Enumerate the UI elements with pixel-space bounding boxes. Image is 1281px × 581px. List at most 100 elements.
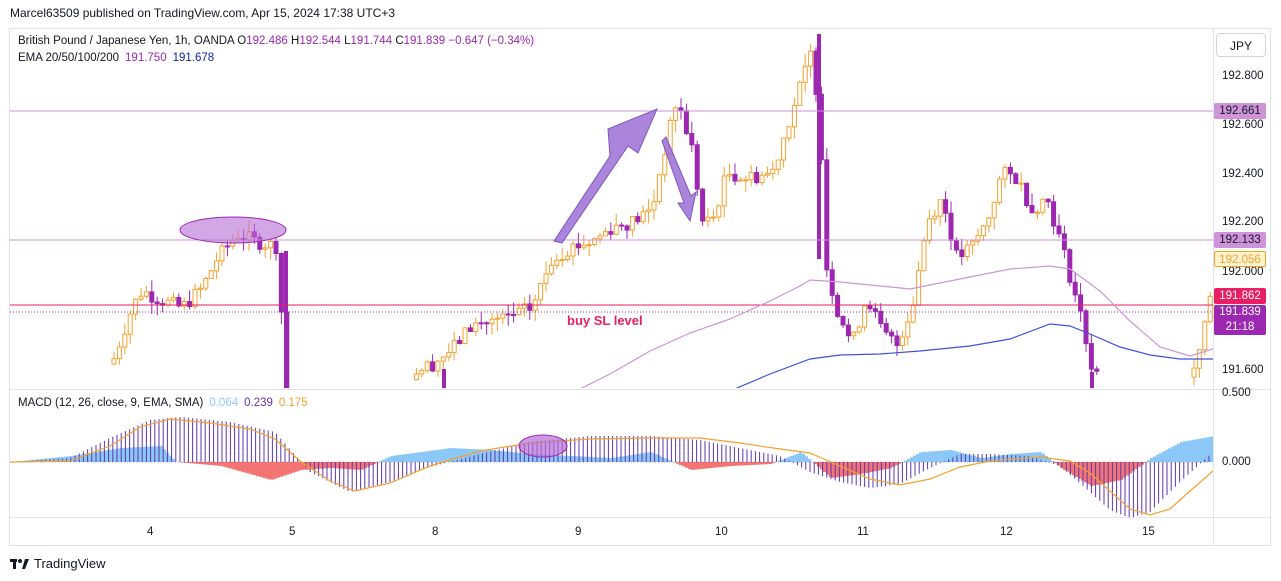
candle-body <box>905 321 911 338</box>
candle-body <box>424 361 430 372</box>
macd-histogram-bar <box>310 462 313 470</box>
candle-body <box>127 313 133 335</box>
candle-body <box>511 313 517 316</box>
macd-histogram-bar <box>652 452 655 462</box>
macd-histogram-bar <box>1207 437 1210 462</box>
candle-body <box>489 318 495 325</box>
macd-histogram-bar <box>1000 455 1003 462</box>
candle-body <box>262 247 268 250</box>
sl-price-tag: 191.862 <box>1214 288 1266 304</box>
macd-histogram-bar <box>400 454 403 462</box>
footer-brand[interactable]: TradingView <box>10 556 106 571</box>
candle-body <box>500 313 506 319</box>
candle-body <box>878 310 884 325</box>
candle-body <box>565 255 571 261</box>
macd-histogram-bar <box>1063 462 1066 470</box>
candle-body <box>570 243 576 257</box>
macd-histogram-bar <box>1012 453 1015 462</box>
macd-histogram-bar <box>172 458 175 462</box>
macd-histogram-bar <box>877 462 880 471</box>
macd-histogram-bar <box>235 462 238 471</box>
macd-histogram-bar <box>1171 446 1174 462</box>
macd-histogram-bar <box>547 454 550 462</box>
candle-body <box>743 179 749 182</box>
macd-histogram-bar <box>943 450 946 462</box>
candle-body <box>214 260 220 272</box>
macd-histogram-bar <box>925 451 928 462</box>
macd-legend[interactable]: MACD (12, 26, close, 9, EMA, SMA) 0.064 0.… <box>18 397 308 409</box>
macd-histogram-bar <box>1015 453 1018 462</box>
price-tick: 192.400 <box>1222 168 1264 180</box>
macd-histogram-bar <box>1195 439 1198 462</box>
macd-histogram-bar <box>490 450 493 462</box>
macd-histogram-bar <box>769 462 772 465</box>
publish-caption: Marcel63509 published on TradingView.com… <box>10 6 396 20</box>
ema-legend[interactable]: EMA 20/50/100/200 191.750 191.678 <box>18 52 214 64</box>
candle-body <box>683 110 689 134</box>
macd-histogram-bar <box>532 454 535 462</box>
macd-chart[interactable] <box>10 391 1213 517</box>
macd-histogram-bar <box>679 462 682 466</box>
candle-body <box>446 351 452 358</box>
macd-histogram-bar <box>46 458 49 462</box>
macd-histogram-bar <box>379 461 382 462</box>
macd-histogram-bar <box>583 456 586 462</box>
candle-body <box>608 231 614 235</box>
macd-histogram-bar <box>247 462 250 474</box>
macd-histogram-bar <box>697 462 700 470</box>
currency-button[interactable]: JPY <box>1216 33 1266 57</box>
macd-histogram-bar <box>289 462 292 474</box>
macd-histogram-bar <box>1120 462 1123 480</box>
macd-histogram-bar <box>646 452 649 462</box>
macd-histogram-bar <box>1192 439 1195 462</box>
macd-histogram-bar <box>469 448 472 462</box>
symbol-name[interactable]: British Pound / Japanese Yen, 1h, OANDA <box>18 35 235 47</box>
macd-histogram-bar <box>1105 462 1108 483</box>
candle-body <box>224 245 230 248</box>
macd-histogram-bar <box>571 456 574 462</box>
macd-histogram-bar <box>1084 462 1087 483</box>
macd-histogram-bar <box>436 449 439 462</box>
ema-blue-line <box>735 323 1213 388</box>
macd-histogram-bar <box>862 462 865 474</box>
macd-histogram-bar <box>142 446 145 462</box>
macd-histogram-bar <box>580 456 583 462</box>
macd-histogram-bar <box>1129 462 1132 474</box>
price-tick: 191.600 <box>1222 364 1264 376</box>
time-tick: 8 <box>432 526 439 538</box>
macd-histogram-bar <box>382 459 385 462</box>
candle-body <box>1034 211 1040 214</box>
macd-histogram-bar <box>34 459 37 462</box>
candle-body <box>629 216 635 231</box>
macd-histogram-bar <box>634 454 637 462</box>
candle-body <box>748 171 754 181</box>
macd-histogram-bar <box>910 457 913 462</box>
candle-body <box>991 201 997 219</box>
candle-body <box>219 245 225 262</box>
macd-histogram-bar <box>1168 448 1171 462</box>
macd-histogram-bar <box>601 457 604 462</box>
candle-body <box>548 264 554 275</box>
macd-histogram-bar <box>79 454 82 462</box>
macd-histogram-bar <box>472 449 475 462</box>
macd-histogram-bar <box>898 462 901 464</box>
macd-histogram-bar <box>982 457 985 462</box>
macd-histogram-bar <box>595 457 598 462</box>
macd-histogram-bar <box>592 457 595 462</box>
candle-body <box>732 173 738 182</box>
macd-histogram-bar <box>886 462 889 469</box>
candle-body <box>1007 166 1013 175</box>
candle-body <box>997 178 1003 203</box>
candle-body <box>829 269 835 296</box>
price-chart[interactable] <box>10 29 1213 388</box>
candle-body <box>1083 310 1089 345</box>
candle-body <box>964 244 970 258</box>
macd-histogram-bar <box>424 451 427 462</box>
macd-histogram-bar <box>1117 462 1120 481</box>
macd-histogram-bar <box>922 451 925 462</box>
pane-separator[interactable] <box>10 389 1270 390</box>
ema-value-2: 191.678 <box>172 52 215 64</box>
candle-body <box>921 240 927 272</box>
macd-histogram-bar <box>541 454 544 462</box>
macd-histogram-bar <box>343 462 346 469</box>
